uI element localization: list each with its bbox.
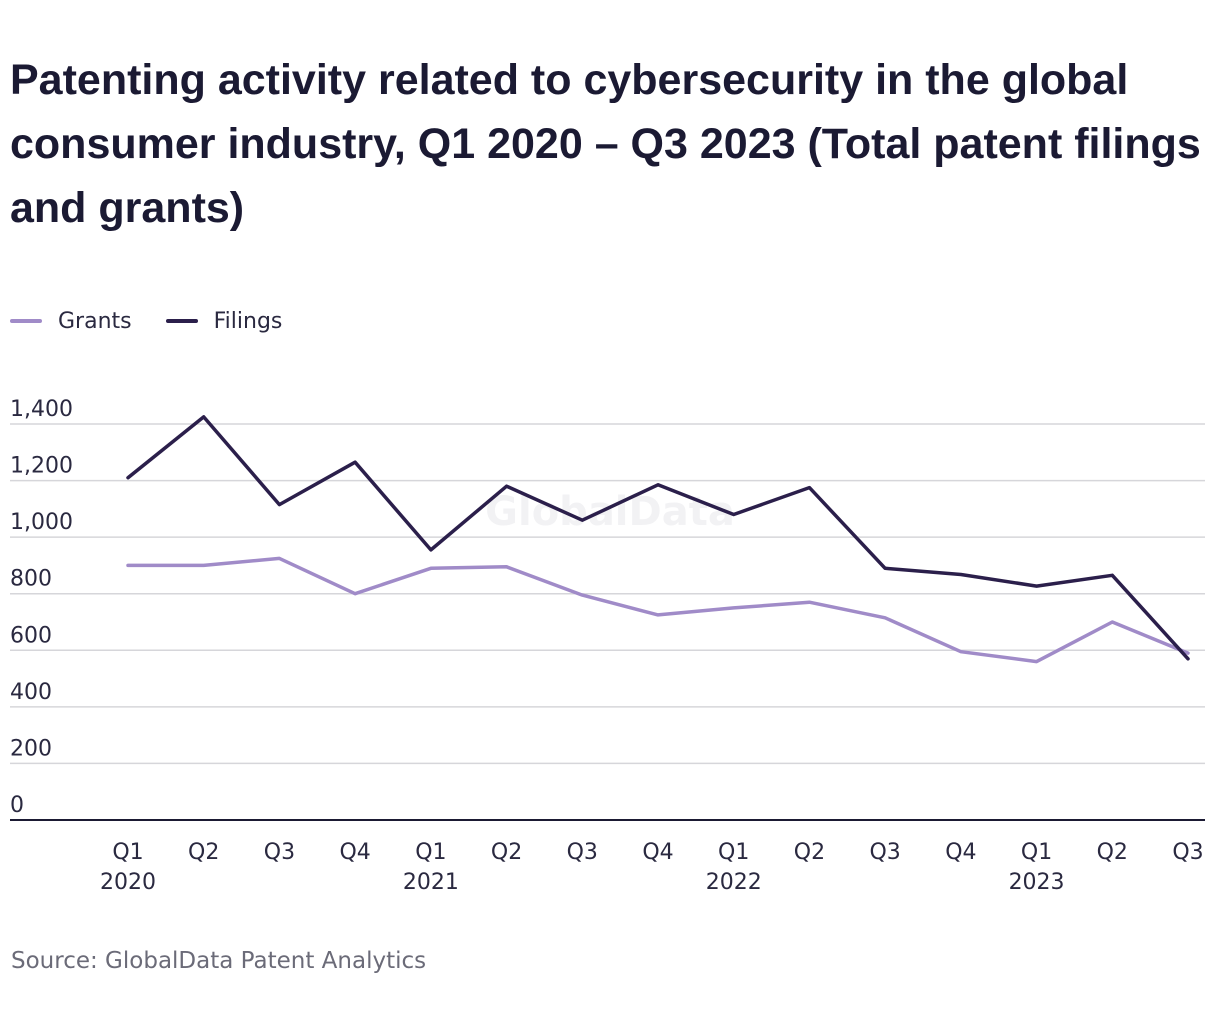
x-tick-label: Q2 (491, 840, 522, 865)
y-tick-label: 800 (10, 567, 52, 592)
x-tick-label: Q1 (415, 840, 446, 865)
x-tick-label: Q2 (1097, 840, 1128, 865)
y-axis-tick-labels: 0 200 400 600 800 1,000 1,200 1,400 (10, 397, 73, 818)
x-axis-tick-labels: Q1 2020 Q2 Q3 Q4 Q1 2021 Q2 Q3 Q4 Q1 2022 Q2 Q3 Q4 Q1 20… (100, 840, 1204, 895)
legend-item-filings: Filings (165, 308, 283, 334)
y-tick-label: 1,400 (10, 397, 73, 422)
series-line-grants (126, 556, 1190, 664)
chart-title: Patenting activity related to cybersecur… (10, 56, 1201, 232)
series-line-filings (126, 415, 1190, 661)
x-tick-year-label: 2022 (706, 870, 762, 895)
x-tick-label: Q4 (642, 840, 673, 865)
y-tick-label: 200 (10, 736, 52, 761)
y-tick-label: 0 (10, 793, 24, 818)
y-tick-label: 600 (10, 623, 52, 648)
y-tick-label: 1,200 (10, 454, 73, 479)
legend: Grants Filings (10, 306, 316, 336)
source-note: Source: GlobalData Patent Analytics (11, 948, 427, 974)
x-tick-label: Q3 (264, 840, 295, 865)
series-lines (126, 415, 1190, 664)
watermark: GlobalData (485, 489, 735, 535)
legend-swatch-grants (10, 319, 42, 323)
legend-item-grants: Grants (10, 309, 132, 334)
y-tick-label: 1,000 (10, 510, 73, 535)
x-tick-label: Q2 (794, 840, 825, 865)
legend-swatch-filings (165, 319, 198, 323)
x-tick-label: Q2 (188, 840, 219, 865)
y-tick-label: 400 (10, 680, 52, 705)
x-tick-year-label: 2023 (1009, 870, 1065, 895)
x-tick-label: Q1 (718, 840, 749, 865)
x-tick-year-label: 2021 (403, 870, 459, 895)
x-tick-label: Q3 (1172, 840, 1203, 865)
legend-label-grants: Grants (58, 308, 132, 334)
x-tick-label: Q1 (1021, 840, 1052, 865)
x-tick-label: Q3 (869, 840, 900, 865)
x-tick-label: Q4 (339, 840, 370, 865)
gridlines (10, 423, 1205, 765)
legend-label-filings: Filings (213, 308, 283, 334)
x-tick-year-label: 2020 (100, 870, 156, 895)
x-tick-label: Q1 (112, 840, 143, 865)
x-tick-label: Q4 (945, 840, 976, 865)
x-tick-label: Q3 (567, 840, 598, 865)
